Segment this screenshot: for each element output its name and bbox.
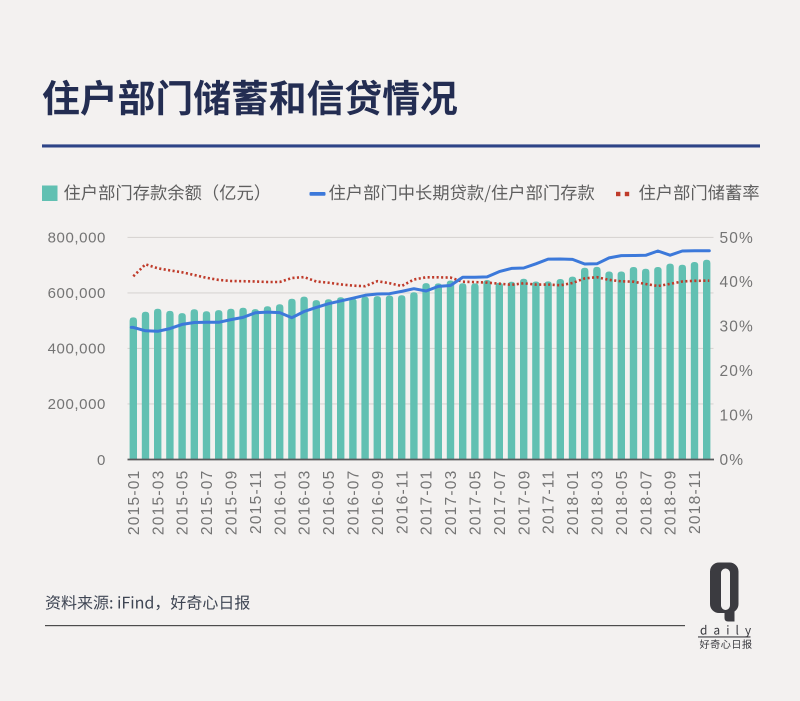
svg-text:2018-05: 2018-05 bbox=[614, 470, 631, 536]
svg-text:2015-07: 2015-07 bbox=[199, 470, 216, 536]
svg-text:400,000: 400,000 bbox=[48, 341, 106, 358]
svg-text:2017-03: 2017-03 bbox=[443, 470, 460, 536]
svg-text:10%: 10% bbox=[720, 407, 754, 424]
svg-text:2017-05: 2017-05 bbox=[468, 470, 485, 536]
svg-text:2017-01: 2017-01 bbox=[419, 470, 436, 536]
svg-text:2018-01: 2018-01 bbox=[565, 470, 582, 536]
svg-text:2017-07: 2017-07 bbox=[492, 470, 509, 536]
svg-text:0: 0 bbox=[97, 452, 106, 469]
svg-text:200,000: 200,000 bbox=[48, 396, 106, 413]
svg-text:2018-07: 2018-07 bbox=[638, 470, 655, 536]
svg-text:2016-01: 2016-01 bbox=[272, 470, 289, 536]
svg-text:2016-09: 2016-09 bbox=[370, 470, 387, 536]
svg-text:2018-03: 2018-03 bbox=[590, 470, 607, 536]
svg-text:2015-09: 2015-09 bbox=[224, 470, 241, 536]
svg-text:2016-07: 2016-07 bbox=[346, 470, 363, 536]
svg-text:50%: 50% bbox=[720, 230, 754, 247]
svg-text:2017-09: 2017-09 bbox=[516, 470, 533, 536]
svg-text:600,000: 600,000 bbox=[48, 285, 106, 302]
svg-text:2015-05: 2015-05 bbox=[175, 470, 192, 536]
svg-text:2015-11: 2015-11 bbox=[248, 470, 265, 534]
svg-text:0%: 0% bbox=[720, 452, 745, 469]
svg-text:40%: 40% bbox=[720, 274, 754, 291]
svg-text:2016-11: 2016-11 bbox=[394, 470, 411, 534]
svg-text:2016-05: 2016-05 bbox=[321, 470, 338, 536]
svg-text:2015-01: 2015-01 bbox=[126, 470, 143, 536]
svg-text:2016-03: 2016-03 bbox=[297, 470, 314, 536]
svg-text:2015-03: 2015-03 bbox=[150, 470, 167, 536]
svg-text:2018-11: 2018-11 bbox=[687, 470, 704, 534]
svg-text:800,000: 800,000 bbox=[48, 230, 106, 247]
svg-text:2017-11: 2017-11 bbox=[541, 470, 558, 534]
svg-text:2018-09: 2018-09 bbox=[663, 470, 680, 536]
svg-text:30%: 30% bbox=[720, 319, 754, 336]
svg-text:20%: 20% bbox=[720, 363, 754, 380]
